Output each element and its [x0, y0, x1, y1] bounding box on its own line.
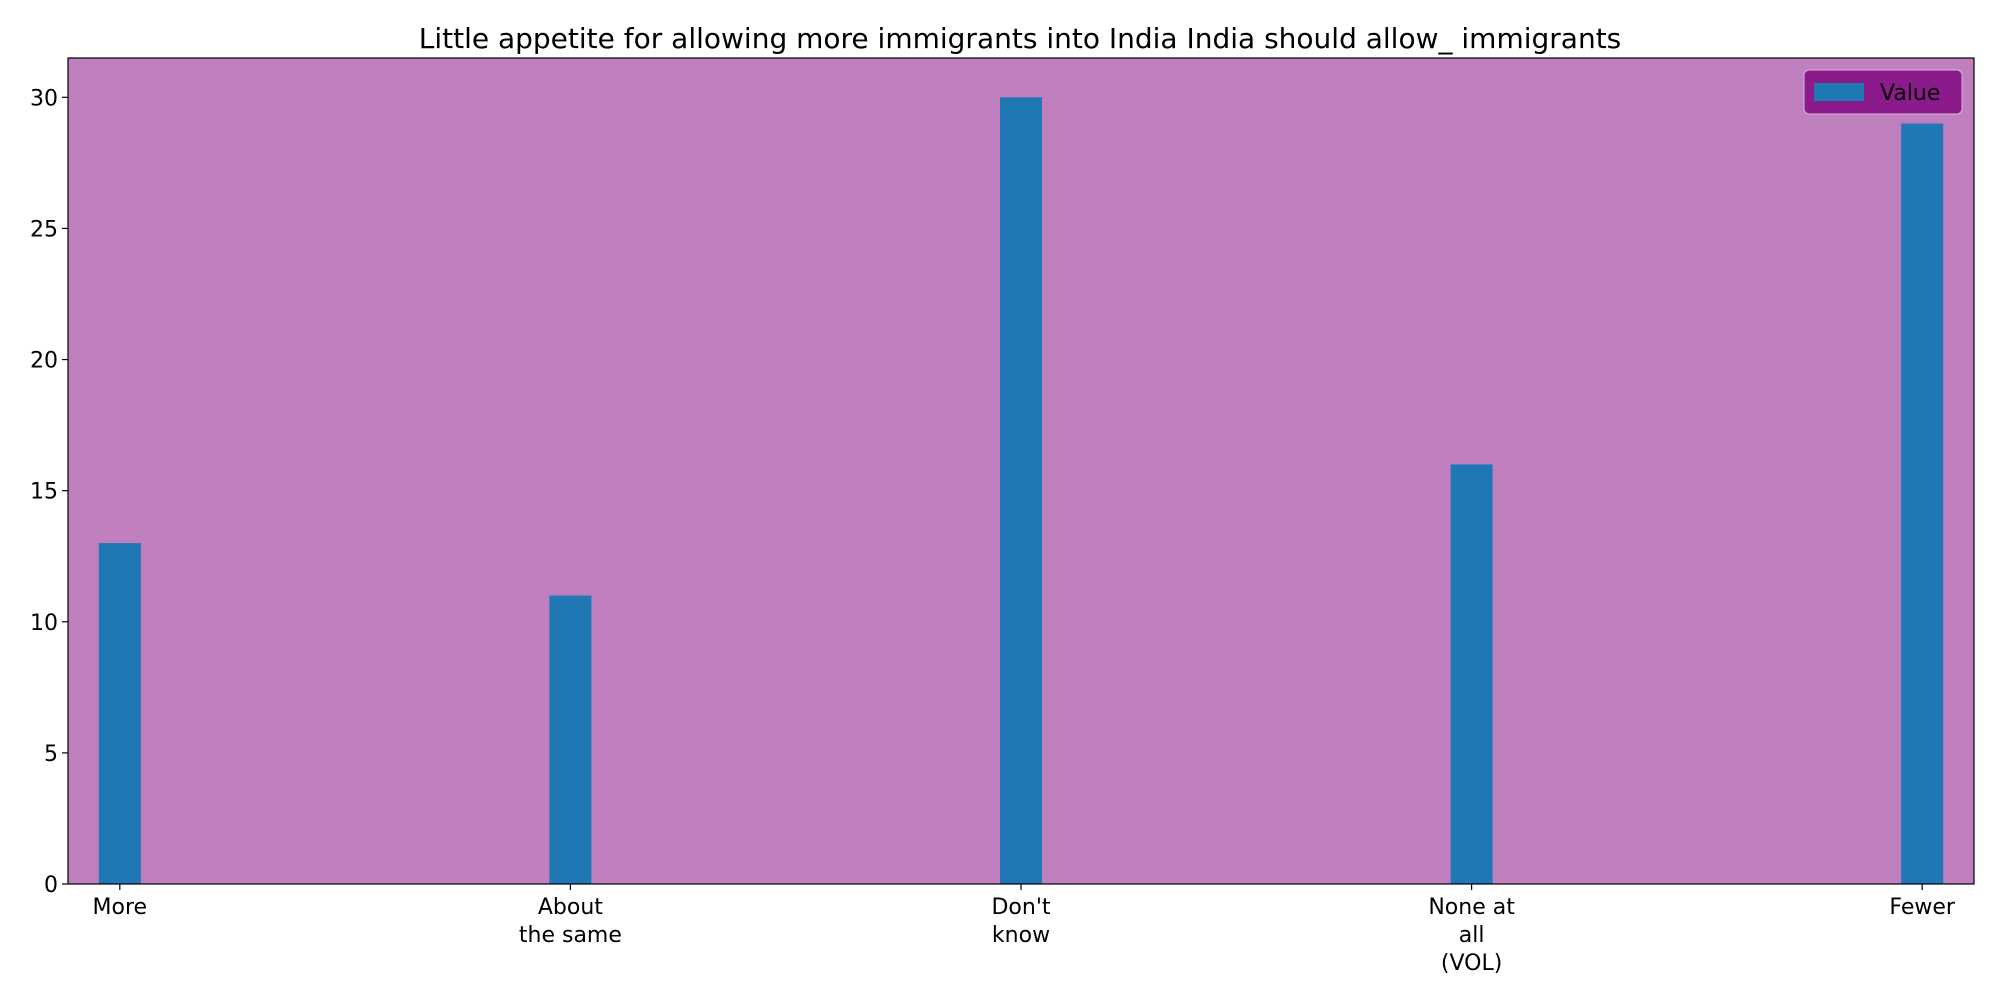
legend-swatch: [1814, 83, 1864, 101]
bars-layer: [98, 97, 1944, 885]
y-tick-label: 25: [30, 217, 58, 242]
axes-layer: More About the same Don't know None at all (VOL…: [30, 57, 1975, 976]
legend-label: Value: [1880, 81, 1940, 106]
y-tick-label: 30: [30, 86, 58, 111]
chart-title: Little appetite for allowing more immigr…: [419, 22, 1622, 55]
y-tick-label: 15: [30, 480, 58, 505]
legend-box: [1803, 69, 1963, 115]
x-tick-label: None at all (VOL): [1428, 895, 1515, 976]
y-tick-label: 5: [44, 742, 58, 767]
y-tick-label: 0: [44, 873, 58, 898]
x-tick-label: Don't know: [991, 895, 1050, 948]
bar-3: [1450, 464, 1493, 884]
y-tick-label: 20: [30, 349, 58, 374]
x-tick-label: Fewer: [1889, 895, 1956, 920]
x-tick-label: About the same: [519, 895, 622, 948]
bar-4: [1901, 123, 1944, 885]
x-tick-label: More: [93, 895, 148, 920]
y-tick-label: 10: [30, 611, 58, 636]
bar-1: [549, 595, 592, 884]
bar-2: [1000, 97, 1042, 885]
plot-frame: [67, 57, 1975, 885]
legend: Value: [1803, 69, 1963, 115]
bar-0: [98, 543, 141, 884]
